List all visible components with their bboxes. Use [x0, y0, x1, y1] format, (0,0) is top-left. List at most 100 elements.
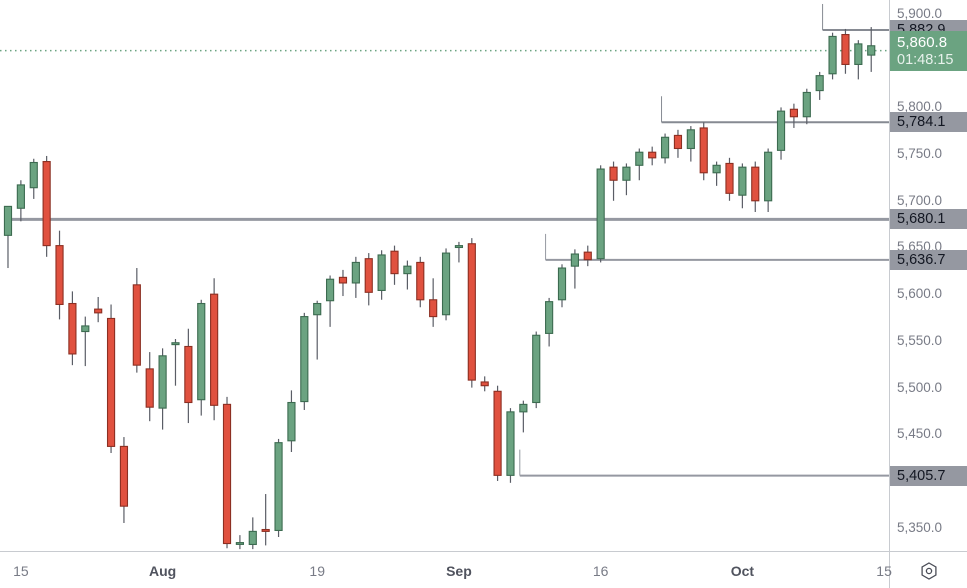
time-axis[interactable]: 15 Aug 19 Sep 16 Oct 15 — [0, 551, 967, 588]
candlestick — [429, 278, 438, 327]
candlestick — [454, 241, 464, 263]
gear-hexagon-icon[interactable] — [919, 561, 939, 581]
price-axis-tick: 5,450.0 — [897, 426, 943, 442]
candlestick — [94, 296, 103, 323]
candlestick — [68, 291, 77, 366]
candlestick — [673, 129, 683, 158]
candlestick — [287, 390, 296, 453]
time-axis-tick: Oct — [730, 563, 755, 579]
candlestick — [377, 250, 386, 300]
candlestick — [480, 376, 489, 392]
candlestick — [467, 238, 476, 388]
candlestick — [325, 275, 335, 327]
candlestick — [532, 331, 541, 409]
candlestick — [338, 269, 348, 297]
candlestick — [596, 165, 605, 263]
candlestick — [313, 300, 322, 360]
candlestick — [132, 268, 141, 373]
time-axis-tick: 16 — [592, 563, 609, 579]
candlestick — [441, 248, 451, 321]
candlestick — [248, 517, 257, 550]
time-axis-tick: Sep — [446, 563, 472, 579]
candlestick — [570, 249, 579, 289]
candlestick — [171, 339, 180, 386]
price-axis-tick: 5,900.0 — [897, 6, 943, 21]
candlestick — [635, 148, 644, 181]
candlestick — [403, 260, 412, 290]
candlestick — [660, 133, 670, 164]
candlestick — [738, 163, 747, 209]
candlestick — [828, 32, 837, 80]
candlestick — [519, 400, 528, 433]
candlestick — [81, 316, 90, 367]
price-level-line[interactable] — [519, 449, 889, 477]
current-price-tag[interactable]: 5,860.8 01:48:15 — [890, 30, 967, 71]
candlestick — [802, 88, 811, 125]
candlestick — [609, 161, 618, 201]
price-level-tag[interactable]: 5,636.7 — [890, 249, 967, 270]
candlestick — [622, 163, 631, 196]
price-level-line[interactable] — [661, 96, 889, 124]
candlestick — [506, 408, 515, 483]
time-axis-tick: 15 — [13, 563, 29, 579]
candlestick — [789, 103, 799, 128]
price-level-line[interactable] — [822, 3, 889, 31]
candlestick — [3, 205, 13, 269]
candlestick — [867, 27, 876, 72]
candlestick — [815, 71, 824, 100]
candlestick — [235, 535, 244, 550]
candlestick — [261, 494, 270, 546]
candlestick — [300, 312, 309, 410]
candlestick — [158, 348, 167, 430]
candlestick — [55, 230, 64, 320]
price-axis-tick: 5,350.0 — [897, 519, 943, 535]
candlestick — [776, 107, 786, 160]
candlestick — [390, 245, 399, 285]
price-axis-tick: 5,750.0 — [897, 146, 943, 162]
candlestick — [364, 253, 373, 306]
bar-countdown-timer: 01:48:15 — [897, 51, 954, 68]
candlestick — [416, 256, 425, 308]
candlestick — [648, 146, 657, 166]
candlestick — [583, 245, 592, 267]
candlestick — [712, 161, 721, 186]
candlestick — [841, 28, 850, 74]
time-axis-tick: 15 — [876, 563, 892, 579]
chart-plot-area[interactable] — [0, 0, 889, 551]
candlestick — [557, 264, 567, 308]
candlestick — [274, 438, 283, 537]
candlestick — [493, 385, 502, 481]
axis-settings-corner[interactable] — [889, 552, 967, 588]
candlestick-svg — [0, 3, 889, 550]
candlestick — [854, 40, 863, 80]
candlestick — [210, 278, 219, 421]
price-axis[interactable]: 5,900.0 5,800.0 5,750.0 5,700.0 5,650.0 5,600… — [889, 0, 967, 551]
price-axis-tick: 5,500.0 — [897, 379, 943, 395]
price-level-tag[interactable]: 5,405.7 — [890, 465, 967, 486]
price-level-line[interactable] — [545, 233, 889, 261]
candlestick — [106, 304, 116, 453]
price-axis-tick: 5,600.0 — [897, 286, 943, 302]
candlestick — [119, 437, 129, 523]
candlestick — [222, 396, 232, 549]
time-axis-tick: Aug — [148, 563, 177, 579]
price-level-tag[interactable]: 5,784.1 — [890, 112, 967, 133]
candlestick — [42, 155, 51, 257]
time-axis-tick: 19 — [309, 563, 325, 579]
candlestick — [184, 328, 193, 424]
candlestick — [29, 158, 38, 199]
price-axis-tick: 5,800.0 — [897, 99, 943, 115]
candlestick — [16, 180, 25, 222]
candlestick — [686, 126, 695, 162]
price-axis-tick: 5,550.0 — [897, 332, 943, 348]
candlestick — [145, 352, 154, 422]
candlestick — [751, 161, 760, 212]
price-axis-tick: 5,700.0 — [897, 192, 943, 208]
candlestick — [699, 122, 708, 181]
candlestick — [725, 157, 734, 201]
candlestick — [545, 297, 554, 347]
candlestick — [351, 256, 360, 298]
candlestick — [764, 148, 773, 212]
price-level-tag[interactable]: 5,680.1 — [890, 209, 967, 230]
